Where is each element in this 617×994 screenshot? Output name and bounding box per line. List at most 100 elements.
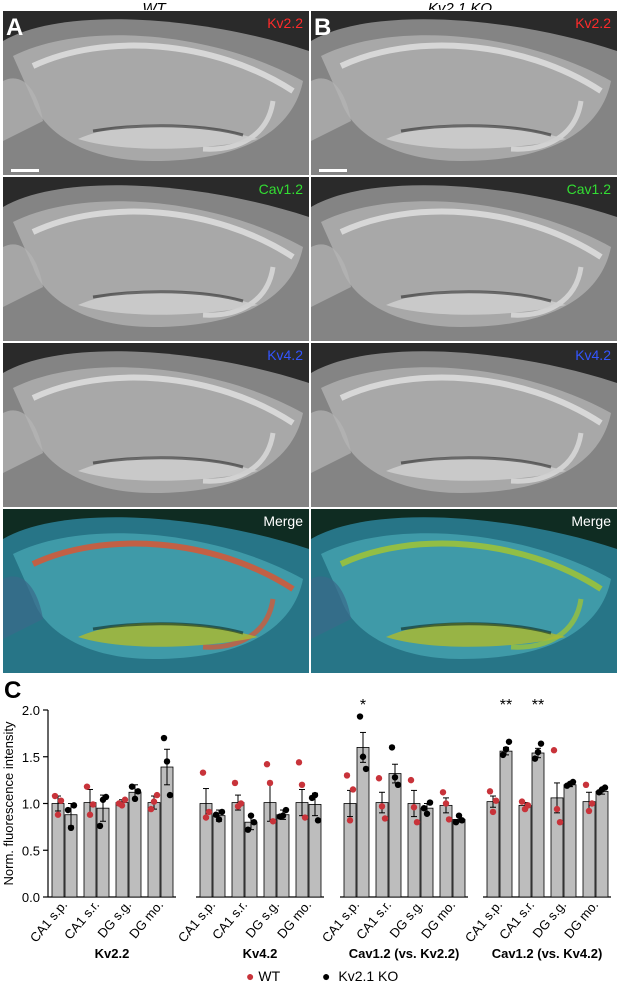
hippocampus-image xyxy=(3,11,309,175)
data-point-ko xyxy=(502,746,510,753)
data-point-ko xyxy=(458,817,466,824)
channel-label: Merge xyxy=(571,513,611,529)
legend-ko-marker: ● xyxy=(322,968,331,984)
data-point-ko xyxy=(531,755,539,762)
data-point-wt xyxy=(585,807,593,815)
channel-label: Cav1.2 xyxy=(566,181,611,197)
panel-letter-a: A xyxy=(6,14,24,41)
significance-marker: * xyxy=(360,697,366,714)
bar-ko xyxy=(212,815,226,898)
hippocampus-image xyxy=(3,509,309,673)
data-point-wt xyxy=(407,776,415,784)
group-title: Cav1.2 (vs. Kv4.2) xyxy=(492,946,603,961)
category-label: CA1 s.r. xyxy=(496,897,537,942)
data-point-wt xyxy=(381,815,389,822)
data-point-wt xyxy=(375,775,383,782)
data-point-wt xyxy=(486,788,494,795)
data-point-ko xyxy=(160,734,168,742)
data-point-wt xyxy=(54,811,62,818)
data-point-wt xyxy=(553,805,561,813)
data-point-ko xyxy=(215,816,223,823)
bar-wt xyxy=(518,804,532,898)
data-point-wt xyxy=(298,781,306,788)
data-point-wt xyxy=(121,796,129,803)
data-point-wt xyxy=(346,817,354,824)
scale-bar xyxy=(11,169,39,172)
bar-ko xyxy=(499,750,513,898)
data-point-wt xyxy=(266,779,274,787)
data-point-ko xyxy=(218,808,226,816)
y-tick-label: 2.0 xyxy=(22,703,40,718)
channel-label: Kv4.2 xyxy=(575,347,611,363)
hippocampus-image xyxy=(311,177,617,341)
category-label: CA1 s.r. xyxy=(353,897,394,942)
data-point-ko xyxy=(247,812,255,819)
bar-wt xyxy=(582,801,596,898)
group-title: Kv2.2 xyxy=(95,946,130,961)
data-point-wt xyxy=(237,800,245,807)
micrograph-ko-1: Cav1.2 xyxy=(310,176,617,342)
data-point-ko xyxy=(452,819,460,826)
bar-ko xyxy=(160,766,174,898)
y-tick-label: 0.0 xyxy=(22,890,40,905)
data-point-wt xyxy=(349,786,357,793)
data-point-ko xyxy=(244,826,252,833)
data-point-wt xyxy=(51,792,59,800)
legend-wt-label: WT xyxy=(258,968,281,984)
data-point-ko xyxy=(391,774,399,781)
data-point-wt xyxy=(202,814,210,821)
data-point-wt xyxy=(550,747,558,754)
bar-ko xyxy=(128,791,142,898)
panel-letter-c: C xyxy=(4,677,22,704)
micrograph-wt-2: Kv4.2 xyxy=(2,342,310,508)
category-label: DG mo. xyxy=(274,897,314,941)
micrograph-wt-1: Cav1.2 xyxy=(2,176,310,342)
category-label: DG mo. xyxy=(126,897,166,941)
data-point-ko xyxy=(426,799,434,806)
data-point-ko xyxy=(601,784,609,791)
scale-bar xyxy=(319,169,347,172)
data-point-ko xyxy=(420,804,428,812)
data-point-wt xyxy=(153,791,161,799)
data-point-ko xyxy=(569,778,577,786)
data-point-ko xyxy=(166,791,174,799)
data-point-wt xyxy=(199,769,207,776)
bar-ko xyxy=(388,773,402,898)
channel-label: Kv2.2 xyxy=(267,15,303,31)
data-point-wt xyxy=(489,808,497,816)
data-point-ko xyxy=(131,795,139,803)
category-label: CA1 s.r. xyxy=(209,897,250,942)
data-point-ko xyxy=(314,817,322,824)
significance-marker: ** xyxy=(532,697,544,714)
bar-ko xyxy=(452,818,466,898)
micrograph-wt-3: Merge xyxy=(2,508,310,674)
data-point-wt xyxy=(118,802,126,809)
bar-ko xyxy=(276,814,290,898)
y-tick-label: 1.0 xyxy=(22,797,40,812)
group-title: Kv4.2 xyxy=(243,946,278,961)
bar-ko xyxy=(563,784,577,898)
data-point-wt xyxy=(57,797,65,804)
data-point-ko xyxy=(128,783,136,790)
micrograph-wt-0: Kv2.2 xyxy=(2,10,310,176)
group-title: Cav1.2 (vs. Kv2.2) xyxy=(349,946,460,961)
data-point-wt xyxy=(89,801,97,808)
data-point-wt xyxy=(439,789,447,796)
category-label: CA1 s.p. xyxy=(175,897,219,945)
bar-ko xyxy=(420,807,434,898)
data-point-ko xyxy=(212,811,220,818)
data-point-ko xyxy=(423,810,431,817)
data-point-ko xyxy=(359,753,367,760)
bar-ko xyxy=(244,821,258,898)
category-label: CA1 s.p. xyxy=(462,897,506,945)
data-point-wt xyxy=(442,800,450,807)
data-point-wt xyxy=(588,800,596,807)
data-point-ko xyxy=(163,758,171,765)
data-point-ko xyxy=(311,791,319,799)
data-point-wt xyxy=(83,783,91,790)
data-point-wt xyxy=(445,816,453,823)
data-point-ko xyxy=(67,824,75,832)
data-point-ko xyxy=(282,806,290,814)
data-point-wt xyxy=(556,819,564,826)
data-point-wt xyxy=(378,803,386,810)
